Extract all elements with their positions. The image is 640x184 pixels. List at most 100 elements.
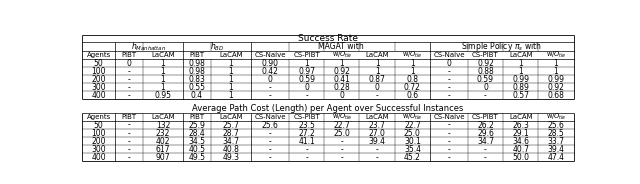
Text: Agents: Agents	[86, 52, 111, 58]
Text: 28.4: 28.4	[189, 129, 205, 138]
Text: 1: 1	[161, 59, 165, 68]
Text: -: -	[269, 91, 271, 100]
Text: 0.57: 0.57	[512, 91, 529, 100]
Text: Simple Policy $\pi_s$ with: Simple Policy $\pi_s$ with	[461, 40, 542, 53]
Text: 0.92: 0.92	[333, 67, 350, 76]
Text: 40.8: 40.8	[223, 145, 239, 154]
Text: 0.95: 0.95	[154, 91, 172, 100]
Text: 0: 0	[268, 75, 273, 84]
Text: 27.0: 27.0	[369, 129, 385, 138]
Text: 29.6: 29.6	[477, 129, 494, 138]
Text: -: -	[340, 153, 343, 162]
Text: 402: 402	[156, 137, 170, 146]
Text: 300: 300	[92, 83, 106, 92]
Text: 39.4: 39.4	[548, 145, 564, 154]
Text: CS-Naive: CS-Naive	[433, 52, 465, 58]
Text: LaCAM: LaCAM	[509, 114, 532, 120]
Text: 0.99: 0.99	[548, 75, 564, 84]
Text: 300: 300	[92, 145, 106, 154]
Text: CS-PIBT: CS-PIBT	[293, 52, 320, 58]
Text: -: -	[305, 153, 308, 162]
Text: 30.1: 30.1	[404, 137, 421, 146]
Text: -: -	[305, 91, 308, 100]
Text: -: -	[447, 83, 451, 92]
Text: 41.1: 41.1	[298, 137, 315, 146]
Text: 22.7: 22.7	[333, 121, 350, 130]
Text: -: -	[447, 145, 451, 154]
Text: LaCAM: LaCAM	[365, 52, 389, 58]
Text: Agents: Agents	[86, 114, 111, 120]
Text: -: -	[376, 153, 378, 162]
Text: 25.6: 25.6	[262, 121, 278, 130]
Text: -: -	[269, 129, 271, 138]
Text: 1: 1	[518, 59, 523, 68]
Text: 49.3: 49.3	[223, 153, 239, 162]
Text: LaCAM: LaCAM	[365, 114, 389, 120]
Text: 0.28: 0.28	[333, 83, 350, 92]
Text: -: -	[127, 75, 131, 84]
Text: 0: 0	[447, 59, 451, 68]
Text: 0.72: 0.72	[404, 83, 421, 92]
Text: 40.5: 40.5	[188, 145, 205, 154]
Text: 23.5: 23.5	[298, 121, 315, 130]
Text: 0.6: 0.6	[406, 91, 419, 100]
Text: PIBT: PIBT	[122, 114, 136, 120]
Text: 0.98: 0.98	[189, 59, 205, 68]
Text: 35.4: 35.4	[404, 145, 421, 154]
Text: 0.90: 0.90	[262, 59, 278, 68]
Text: w/$O_{tie}$: w/$O_{tie}$	[332, 112, 352, 122]
Text: 0.88: 0.88	[477, 67, 494, 76]
Text: 0: 0	[374, 83, 380, 92]
Text: w/$O_{tie}$: w/$O_{tie}$	[332, 50, 352, 60]
Text: 0.97: 0.97	[298, 67, 315, 76]
Text: 34.6: 34.6	[512, 137, 529, 146]
Text: 27.2: 27.2	[298, 129, 315, 138]
Text: LaCAM: LaCAM	[219, 52, 243, 58]
Text: 34.7: 34.7	[477, 137, 494, 146]
Text: 0.99: 0.99	[512, 75, 529, 84]
Text: 40.7: 40.7	[512, 145, 529, 154]
Text: 34.5: 34.5	[188, 137, 205, 146]
Text: 50: 50	[94, 59, 104, 68]
Text: 28.7: 28.7	[223, 129, 239, 138]
Text: -: -	[269, 153, 271, 162]
Text: 1: 1	[410, 59, 415, 68]
Text: 1: 1	[554, 59, 559, 68]
Text: 45.2: 45.2	[404, 153, 421, 162]
Text: 1: 1	[375, 59, 380, 68]
Text: 49.5: 49.5	[188, 153, 205, 162]
Text: 29.1: 29.1	[513, 129, 529, 138]
Text: 0.92: 0.92	[548, 83, 564, 92]
Text: 0: 0	[304, 83, 309, 92]
Text: -: -	[484, 91, 487, 100]
Text: 0.92: 0.92	[477, 59, 494, 68]
Text: -: -	[127, 83, 131, 92]
Text: 26.2: 26.2	[477, 121, 494, 130]
Text: -: -	[269, 137, 271, 146]
Text: -: -	[269, 145, 271, 154]
Text: 22.7: 22.7	[404, 121, 420, 130]
Text: 50.0: 50.0	[512, 153, 529, 162]
Text: 39.4: 39.4	[369, 137, 386, 146]
Text: 1: 1	[228, 59, 234, 68]
Text: 1: 1	[228, 67, 234, 76]
Text: -: -	[447, 153, 451, 162]
Text: -: -	[340, 137, 343, 146]
Text: 33.7: 33.7	[548, 137, 564, 146]
Text: 200: 200	[92, 75, 106, 84]
Text: w/$O_{tie}$: w/$O_{tie}$	[546, 112, 566, 122]
Text: PIBT: PIBT	[189, 114, 205, 120]
Text: PIBT: PIBT	[122, 52, 136, 58]
Text: -: -	[127, 137, 131, 146]
Text: CS-PIBT: CS-PIBT	[293, 114, 320, 120]
Text: w/$O_{tie}$: w/$O_{tie}$	[402, 50, 422, 60]
Text: 1: 1	[554, 67, 559, 76]
Text: -: -	[127, 67, 131, 76]
Text: 617: 617	[156, 145, 170, 154]
Text: 0.42: 0.42	[262, 67, 278, 76]
Text: 232: 232	[156, 129, 170, 138]
Text: 0.55: 0.55	[188, 83, 205, 92]
Text: LaCAM: LaCAM	[151, 114, 175, 120]
Text: CS-Naive: CS-Naive	[254, 52, 286, 58]
Text: 100: 100	[92, 129, 106, 138]
